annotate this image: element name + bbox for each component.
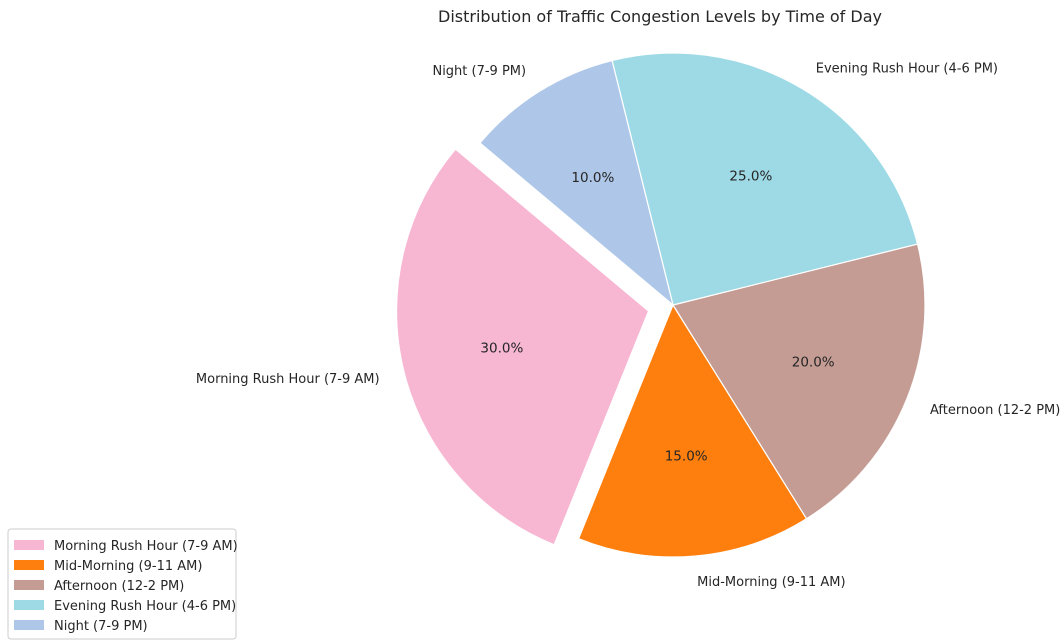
slice-percentage-label: 25.0% bbox=[729, 168, 772, 184]
slice-category-label: Evening Rush Hour (4-6 PM) bbox=[816, 61, 998, 76]
legend-swatch-morning-rush-hour-7-9-am bbox=[14, 540, 44, 550]
slice-category-label: Night (7-9 PM) bbox=[432, 64, 526, 79]
legend-entry-afternoon-12-2-pm: Afternoon (12-2 PM) bbox=[54, 579, 184, 594]
legend-swatch-afternoon-12-2-pm bbox=[14, 580, 44, 590]
pie-slice-afternoon-12-2-pm bbox=[672, 243, 926, 520]
pie-slice-mid-morning-9-11-am bbox=[577, 303, 808, 558]
legend-swatch-mid-morning-9-11-am bbox=[14, 560, 44, 570]
legend-entry-mid-morning-9-11-am: Mid-Morning (9-11 AM) bbox=[54, 559, 202, 574]
pie-slice-morning-rush-hour-7-9-am bbox=[395, 148, 650, 546]
labels-layer: 30.0% Morning Rush Hour (7-9 AM) 15.0% Mid-… bbox=[196, 61, 1060, 590]
slice-category-label: Mid-Morning (9-11 AM) bbox=[697, 575, 845, 590]
slices-layer bbox=[395, 52, 926, 558]
legend-swatch-evening-rush-hour-4-6-pm bbox=[14, 600, 44, 610]
slice-percentage-label: 30.0% bbox=[480, 341, 523, 357]
slice-percentage-label: 20.0% bbox=[792, 355, 835, 371]
slice-percentage-label: 15.0% bbox=[665, 449, 708, 465]
legend-frame bbox=[7, 528, 237, 640]
legend-entry-evening-rush-hour-4-6-pm: Evening Rush Hour (4-6 PM) bbox=[54, 599, 236, 614]
legend-swatch-night-7-9-pm bbox=[14, 620, 44, 630]
legend-entry-night-7-9-pm: Night (7-9 PM) bbox=[54, 619, 148, 634]
slice-category-label: Morning Rush Hour (7-9 AM) bbox=[196, 372, 380, 387]
chart-title: Distribution of Traffic Congestion Level… bbox=[438, 7, 882, 26]
legend-entry-morning-rush-hour-7-9-am: Morning Rush Hour (7-9 AM) bbox=[54, 539, 238, 554]
slice-percentage-label: 10.0% bbox=[571, 170, 614, 186]
slice-category-label: Afternoon (12-2 PM) bbox=[930, 403, 1060, 418]
pie-slice-night-7-9-pm bbox=[479, 59, 675, 307]
legend: Morning Rush Hour (7-9 AM) Mid-Morning (9… bbox=[7, 528, 238, 640]
pie-slice-evening-rush-hour-4-6-pm bbox=[611, 52, 919, 306]
